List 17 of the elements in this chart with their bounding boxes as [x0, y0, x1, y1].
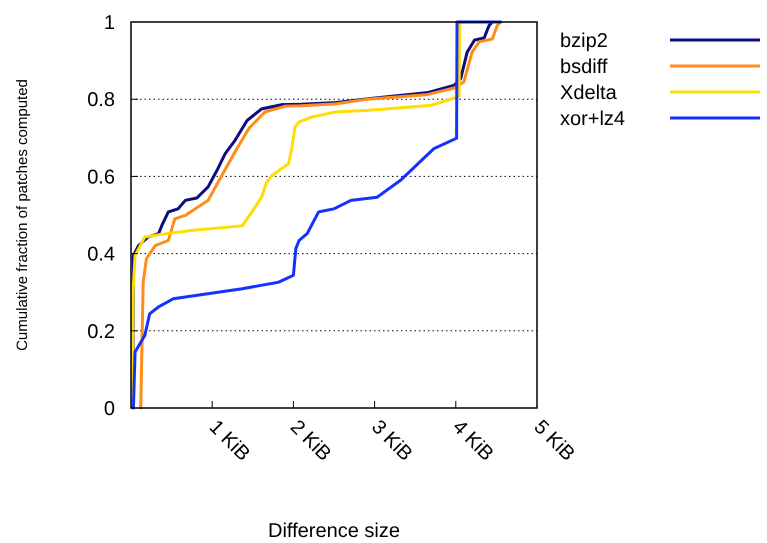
y-tick-label: 0.4 [87, 244, 115, 266]
x-axis-title: Difference size [268, 520, 400, 542]
x-tick-label: 4 KiB [448, 416, 498, 466]
y-axis-title: Cumulative fraction of patches computed [14, 79, 31, 351]
y-tick-label: 0.6 [87, 166, 115, 188]
x-tick-label: 2 KiB [286, 416, 336, 466]
y-tick-label: 0 [104, 398, 115, 420]
text: bzip2 [560, 30, 608, 52]
x-tick-label: 1 KiB [204, 416, 254, 466]
y-tick-label: 0.2 [87, 320, 115, 343]
text: bsdiff [560, 56, 608, 78]
legend-label: xor+lz4 [560, 108, 626, 130]
x-tick-label: 5 KiB [529, 416, 579, 466]
y-tick-label: 0.8 [87, 89, 115, 112]
text: Xdelta [560, 82, 618, 104]
x-tick-label: 3 KiB [367, 416, 416, 466]
y-tick-label: 1 [104, 12, 115, 34]
